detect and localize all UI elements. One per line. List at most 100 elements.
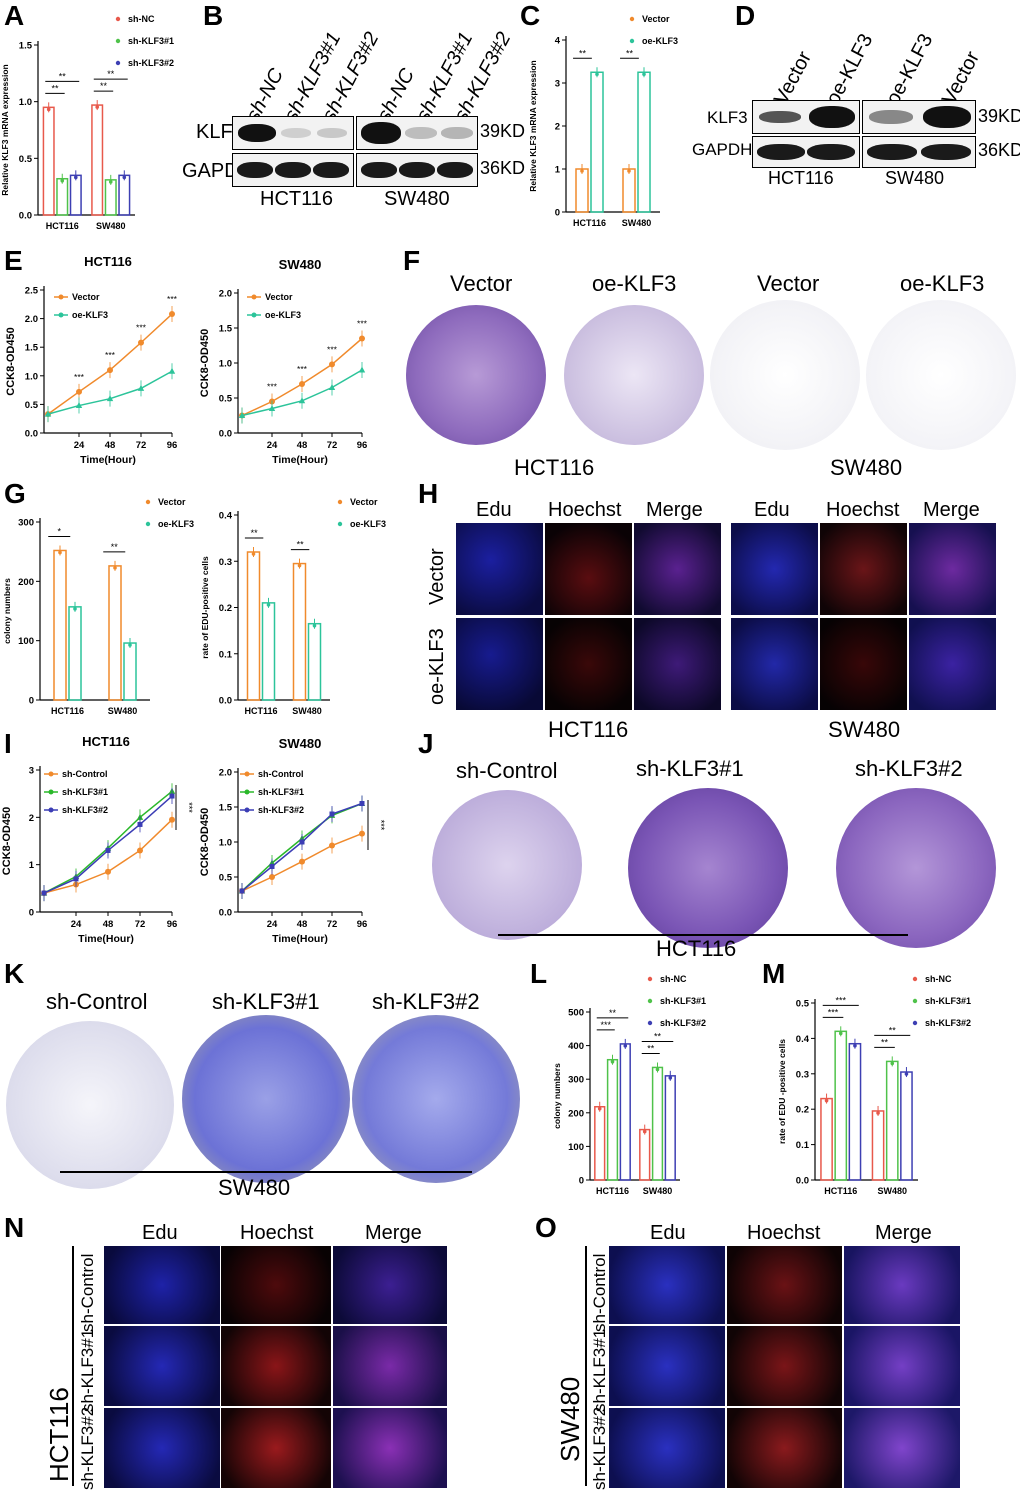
column-label: Hoechst bbox=[240, 1222, 314, 1244]
panel-letter-g: G bbox=[4, 478, 26, 509]
bar bbox=[307, 622, 322, 701]
bar bbox=[619, 1043, 631, 1181]
y-tick-label: 0 bbox=[555, 208, 560, 219]
data-point bbox=[642, 72, 646, 77]
y-tick-label: 2 bbox=[555, 122, 560, 133]
size-label: 36KD bbox=[480, 158, 526, 178]
legend-label: sh-KLF3#1 bbox=[660, 996, 706, 1006]
data-point bbox=[105, 868, 111, 875]
bar bbox=[651, 1066, 664, 1181]
x-axis-label: Time(Hour) bbox=[80, 454, 136, 466]
row-label-klf3: KLF3 bbox=[707, 108, 748, 127]
significance-label: ** bbox=[626, 48, 634, 58]
data-point bbox=[76, 388, 82, 395]
y-tick-label: 0.3 bbox=[796, 1069, 809, 1080]
chart-title: HCT116 bbox=[82, 735, 130, 749]
data-point bbox=[299, 839, 305, 845]
y-tick-label: 0 bbox=[29, 908, 34, 919]
data-point bbox=[328, 384, 336, 390]
cell-line-label: SW480 bbox=[830, 455, 903, 480]
data-point bbox=[623, 1044, 628, 1048]
chart-title: HCT116 bbox=[84, 254, 132, 269]
y-axis-label: Relative KLF3 mRNA expression bbox=[528, 60, 538, 191]
cell-line-label: HCT116 bbox=[260, 188, 333, 210]
fluor-image bbox=[820, 618, 907, 710]
y-axis-label: CCK8-OD450 bbox=[200, 808, 211, 876]
y-tick-label: 0.2 bbox=[796, 1105, 809, 1116]
x-tick-label: SW480 bbox=[292, 706, 322, 716]
fluor-image bbox=[545, 618, 632, 710]
bar bbox=[622, 168, 636, 213]
y-tick-label: 0 bbox=[579, 1176, 584, 1187]
y-tick-label: 300 bbox=[18, 518, 34, 529]
data-point bbox=[824, 1098, 829, 1103]
x-axis-label: Time(Hour) bbox=[272, 933, 328, 945]
legend-label: sh-KLF3#1 bbox=[62, 787, 108, 797]
panel-letter-h: H bbox=[418, 478, 439, 509]
y-tick-label: 100 bbox=[568, 1142, 584, 1153]
plate-label: oe-KLF3 bbox=[900, 271, 985, 296]
bracket-line bbox=[72, 1246, 74, 1486]
legend-label: sh-KLF3#1 bbox=[925, 996, 971, 1006]
bar bbox=[68, 606, 82, 701]
cell-line-label: HCT116 bbox=[44, 1387, 74, 1482]
panel-m-bar-chart: 0.0 0.1 0.2 0.3 0.4 0.5 rate of EDU -positive … bbox=[777, 974, 971, 1196]
colony-plate bbox=[182, 1015, 350, 1183]
bar bbox=[261, 602, 276, 701]
data-point bbox=[168, 367, 176, 374]
y-tick-label: 0.5 bbox=[19, 154, 33, 165]
significance-label: *** bbox=[600, 1020, 611, 1030]
legend-label: sh-NC bbox=[128, 14, 155, 24]
legend-marker bbox=[912, 1020, 918, 1026]
significance-label: *** bbox=[74, 372, 85, 382]
significance-label: ** bbox=[297, 540, 305, 550]
y-tick-label: 3 bbox=[29, 766, 34, 777]
chart-title: SW480 bbox=[279, 736, 322, 751]
legend-marker bbox=[337, 499, 343, 505]
significance-label: ** bbox=[609, 1008, 617, 1018]
data-point bbox=[642, 1129, 647, 1134]
y-tick-label: 0.5 bbox=[25, 400, 39, 411]
y-tick-label: 1.0 bbox=[219, 359, 232, 370]
column-label: Merge bbox=[875, 1222, 932, 1244]
legend-label: Vector bbox=[350, 497, 378, 507]
legend-label: oe-KLF3 bbox=[72, 310, 108, 320]
fluor-image bbox=[104, 1326, 220, 1406]
data-point bbox=[137, 384, 145, 391]
y-axis-label: CCK8-OD450 bbox=[5, 327, 17, 395]
significance-label: * bbox=[57, 526, 61, 536]
data-point bbox=[238, 412, 246, 418]
data-point bbox=[299, 381, 305, 387]
bar bbox=[848, 1042, 862, 1181]
y-tick-label: 2.0 bbox=[219, 768, 232, 779]
fluor-image bbox=[727, 1246, 842, 1324]
data-point bbox=[627, 169, 631, 173]
bar bbox=[900, 1071, 913, 1181]
data-point bbox=[580, 169, 584, 173]
x-tick-label: 24 bbox=[267, 919, 278, 930]
significance-label: *** bbox=[136, 323, 147, 333]
data-point bbox=[329, 842, 335, 849]
colony-plate bbox=[432, 790, 582, 940]
x-tick-label: 48 bbox=[297, 440, 308, 451]
fluor-image bbox=[909, 523, 996, 615]
data-point bbox=[138, 339, 144, 346]
legend-marker bbox=[647, 976, 653, 982]
fluor-image bbox=[844, 1246, 960, 1324]
x-tick-label: HCT116 bbox=[573, 218, 606, 228]
x-tick-label: HCT116 bbox=[244, 706, 277, 716]
blot-sw480-klf3 bbox=[356, 116, 478, 150]
y-tick-label: 0.5 bbox=[219, 394, 233, 405]
legend-marker bbox=[145, 499, 151, 505]
data-point bbox=[890, 1061, 895, 1066]
legend-marker bbox=[337, 521, 343, 527]
row-label: sh-KLF3#1 bbox=[590, 1328, 609, 1412]
significance-label: ** bbox=[889, 1025, 897, 1035]
x-tick-label: SW480 bbox=[108, 706, 138, 716]
data-point bbox=[359, 830, 365, 837]
blot-sw480-gapdh bbox=[862, 136, 976, 168]
bar bbox=[91, 104, 104, 216]
significance-label: *** bbox=[267, 382, 278, 392]
size-label: 39KD bbox=[978, 106, 1020, 126]
lane-label: oe-KLF3 bbox=[822, 30, 878, 109]
